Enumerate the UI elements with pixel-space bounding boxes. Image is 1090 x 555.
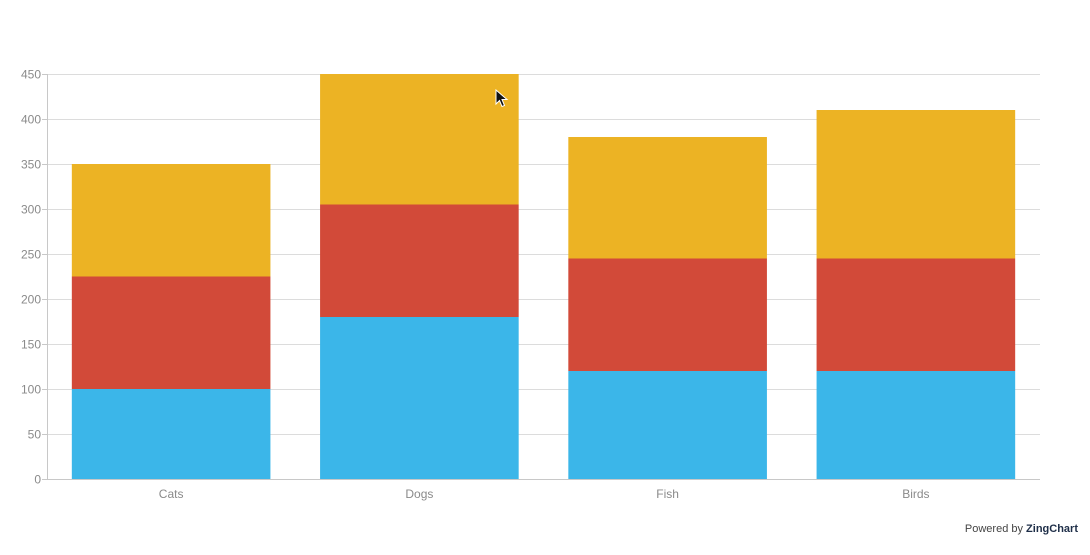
- bar-segment-cats-3[interactable]: [71, 164, 271, 277]
- y-tick-label: 350: [21, 158, 41, 172]
- bars-layer: [71, 74, 1016, 479]
- y-tick-label: 50: [28, 428, 42, 442]
- bar-segment-birds-1[interactable]: [816, 371, 1016, 479]
- y-tick-label: 0: [34, 473, 41, 487]
- bar-segment-dogs-2[interactable]: [320, 204, 519, 318]
- credit-brand[interactable]: ZingChart: [1026, 523, 1078, 535]
- bar-segment-fish-1[interactable]: [568, 371, 767, 479]
- bar-segment-fish-3[interactable]: [568, 137, 767, 259]
- bar-segment-cats-1[interactable]: [71, 389, 271, 479]
- y-tick-label: 300: [21, 203, 41, 217]
- y-tick-label: 150: [21, 338, 41, 352]
- y-tick-label: 450: [21, 68, 41, 82]
- powered-by-credit[interactable]: Powered by ZingChart: [965, 523, 1078, 535]
- y-tick-label: 100: [21, 383, 41, 397]
- axis-layer: 0 50 100 150 200 250 300 350 400 450 Cats Dogs Fish B…: [21, 68, 930, 502]
- x-tick-label: Birds: [902, 487, 929, 501]
- bar-segment-cats-2[interactable]: [71, 276, 271, 390]
- y-tick-label: 250: [21, 248, 41, 262]
- bar-segment-birds-3[interactable]: [816, 110, 1016, 259]
- y-tick-label: 400: [21, 113, 41, 127]
- bar-segment-dogs-1[interactable]: [320, 317, 519, 479]
- x-tick-label: Fish: [656, 487, 679, 501]
- bar-segment-birds-2[interactable]: [816, 258, 1016, 372]
- credit-prefix: Powered by: [964, 523, 1023, 535]
- bar-segment-dogs-3[interactable]: [320, 74, 519, 205]
- bar-segment-fish-2[interactable]: [568, 258, 767, 372]
- y-tick-label: 200: [21, 293, 41, 307]
- x-tick-label: Dogs: [405, 487, 433, 501]
- x-tick-label: Cats: [159, 487, 184, 501]
